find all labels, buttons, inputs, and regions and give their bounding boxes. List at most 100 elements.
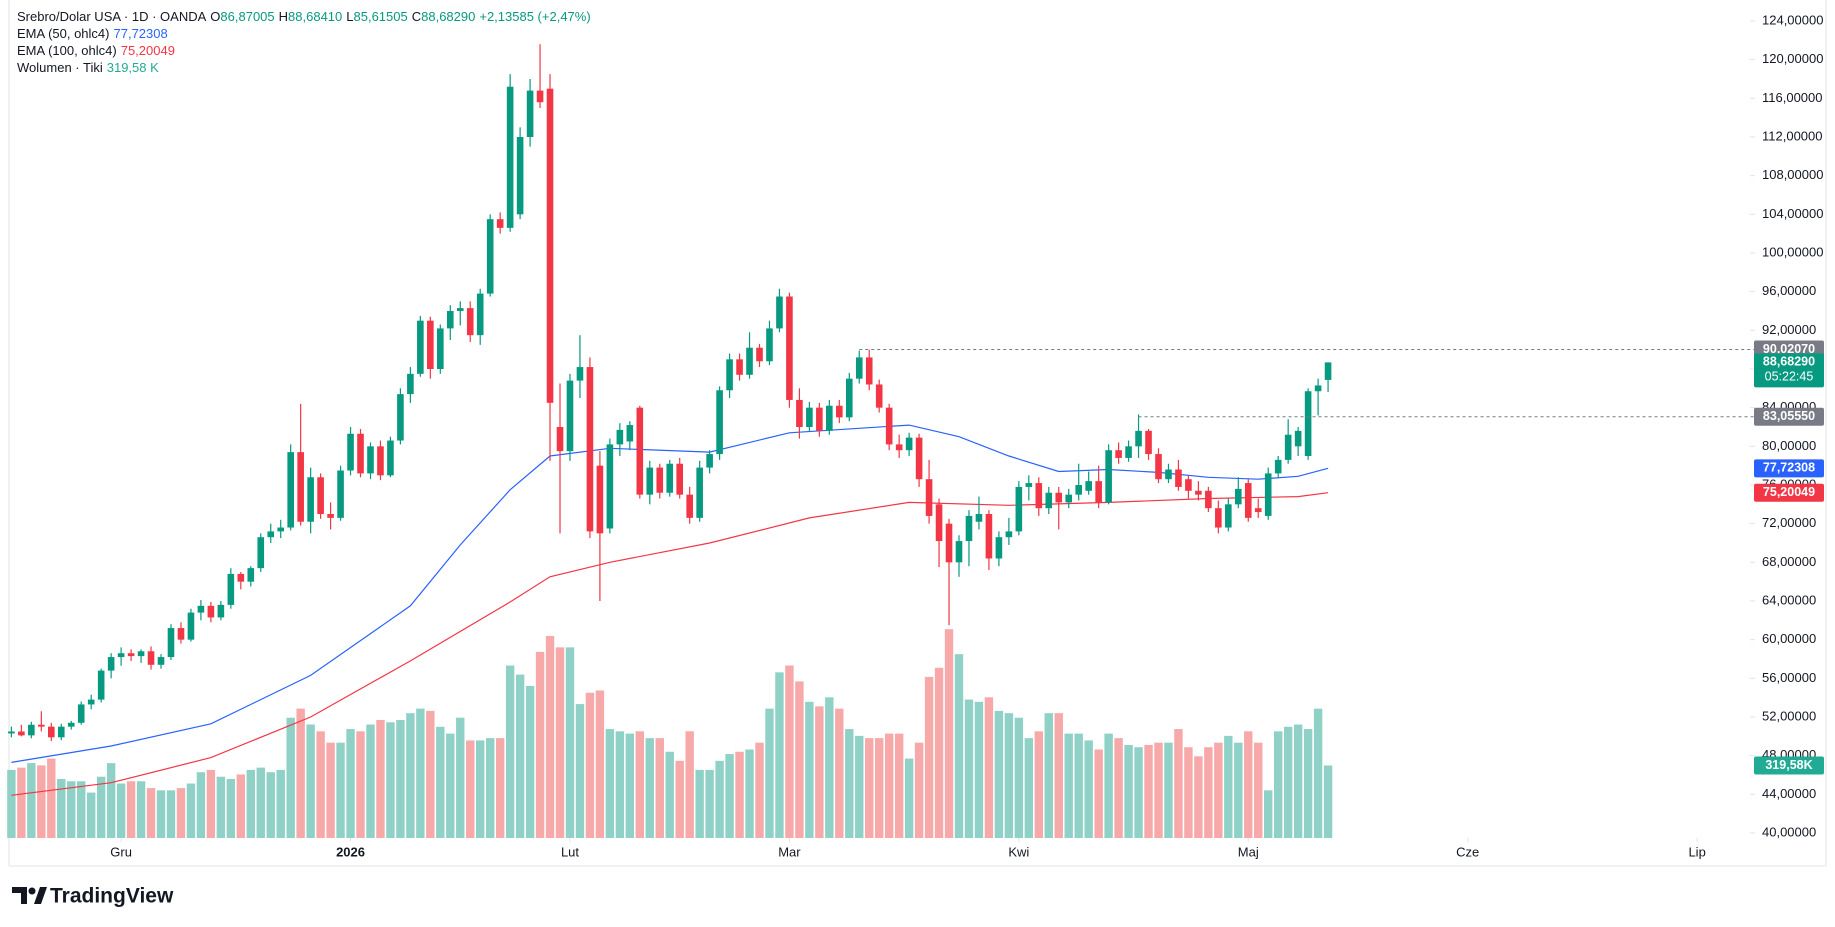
- candle-body: [915, 437, 923, 480]
- candle-body: [696, 467, 703, 518]
- y-tick-label: 40,00000: [1762, 824, 1816, 839]
- candle-body: [1254, 508, 1262, 513]
- volume-bar: [825, 697, 834, 838]
- volume-bar: [47, 758, 56, 838]
- volume-bar: [1024, 738, 1034, 838]
- volume-bar: [446, 733, 455, 838]
- price-badge-label: 77,72308: [1763, 461, 1815, 475]
- volume-bar: [316, 731, 325, 838]
- candle-body: [686, 494, 693, 518]
- candle-body: [237, 573, 245, 582]
- symbol: Srebro/Dolar USA · 1D · OANDA: [17, 9, 207, 24]
- candle-body: [277, 527, 285, 532]
- candle-body: [446, 311, 454, 329]
- price-badge: [1754, 483, 1824, 502]
- candle-body: [1015, 486, 1023, 532]
- volume-bar: [665, 751, 674, 838]
- volume-bar: [755, 742, 764, 838]
- ohlc-key: H: [278, 9, 289, 24]
- volume-bar: [565, 647, 575, 838]
- ema-line: [11, 424, 1329, 763]
- candle-body: [736, 359, 743, 375]
- volume-bar: [67, 781, 76, 838]
- volume-bar: [246, 769, 255, 838]
- volume-bar: [396, 719, 405, 838]
- y-tick-label: 96,00000: [1762, 283, 1816, 298]
- volume-bar: [555, 647, 565, 838]
- ohlc-value: 85,61505: [353, 9, 408, 24]
- volume-bar: [286, 717, 295, 838]
- volume-bar: [1044, 713, 1053, 838]
- candle-body: [377, 446, 384, 476]
- candle-body: [1284, 434, 1292, 460]
- volume-bar: [296, 708, 305, 838]
- candle-body: [1274, 459, 1282, 474]
- volume-bar: [1313, 708, 1323, 838]
- y-tick-label: 80,00000: [1762, 438, 1816, 453]
- candle-body: [287, 452, 294, 528]
- candle-body: [905, 437, 913, 451]
- candle-body: [437, 328, 444, 369]
- candle-body: [786, 296, 793, 400]
- volume-bar: [1234, 742, 1243, 838]
- candle-body: [227, 573, 235, 605]
- x-tick-label: Cze: [1456, 844, 1479, 859]
- candle-body: [985, 514, 993, 559]
- candle-body: [347, 433, 354, 471]
- volume-bar: [17, 767, 26, 838]
- volume-bar: [964, 699, 974, 838]
- price-badge-label: 90,02070: [1763, 342, 1815, 356]
- candle-body: [1045, 492, 1053, 509]
- volume-bar: [675, 760, 684, 838]
- candle-body: [935, 504, 943, 542]
- volume-bar: [585, 692, 595, 838]
- candle-body: [267, 531, 275, 538]
- candle-body: [766, 328, 773, 362]
- candle-body: [925, 479, 933, 516]
- candle-body: [18, 731, 25, 736]
- candle-body: [67, 722, 75, 727]
- volume-bar: [725, 754, 734, 838]
- volume-bar: [805, 701, 814, 838]
- y-tick-label: 100,00000: [1762, 244, 1823, 259]
- candle-body: [357, 433, 364, 474]
- candle-body: [596, 465, 604, 534]
- candle-body: [756, 347, 763, 362]
- volume-bar: [914, 742, 924, 838]
- y-tick-label: 56,00000: [1762, 670, 1816, 685]
- candle-body: [796, 399, 803, 427]
- y-tick-label: 92,00000: [1762, 322, 1816, 337]
- countdown: 05:22:45: [1765, 370, 1814, 384]
- volume-bar: [535, 651, 545, 838]
- y-tick-label: 60,00000: [1762, 631, 1816, 646]
- volume-bar: [386, 722, 395, 838]
- volume-bar: [485, 738, 495, 838]
- symbol-row: Srebro/Dolar USA · 1D · OANDA O86,87005 H8…: [17, 8, 595, 25]
- candle-body: [257, 537, 265, 569]
- volume-bar: [944, 629, 954, 838]
- volume-bar: [1254, 742, 1263, 838]
- volume-bar: [456, 717, 465, 838]
- candle-body: [656, 467, 664, 493]
- candle-body: [167, 628, 175, 658]
- candle-body: [177, 628, 185, 640]
- volume-bar: [1054, 713, 1063, 838]
- volume-bar: [645, 738, 654, 838]
- candle-body: [1195, 490, 1202, 495]
- ohlc-value: 88,68290: [421, 9, 476, 24]
- volume-bar: [625, 733, 635, 838]
- candle-body: [995, 537, 1003, 559]
- volume-bar: [96, 776, 106, 838]
- candle-body: [1185, 479, 1192, 491]
- y-tick-label: 124,00000: [1762, 12, 1823, 27]
- candle-body: [197, 605, 205, 613]
- x-tick-label: Lut: [561, 844, 579, 859]
- candle-body: [1304, 391, 1312, 456]
- volume-bar: [855, 735, 864, 838]
- volume-bar: [1034, 731, 1043, 838]
- candle-body: [1165, 469, 1172, 480]
- volume-bar: [186, 783, 196, 838]
- y-tick-label: 44,00000: [1762, 786, 1816, 801]
- candle-body: [486, 219, 494, 294]
- candle-body: [826, 405, 833, 431]
